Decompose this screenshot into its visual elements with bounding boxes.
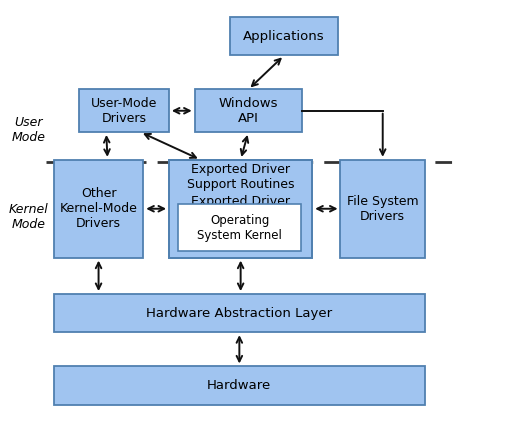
Text: Hardware Abstraction Layer: Hardware Abstraction Layer [146, 307, 332, 320]
Text: Operating
System Kernel: Operating System Kernel [197, 214, 282, 242]
FancyBboxPatch shape [195, 89, 302, 132]
FancyBboxPatch shape [169, 160, 312, 258]
FancyBboxPatch shape [230, 17, 338, 55]
Text: Hardware: Hardware [207, 379, 271, 392]
FancyBboxPatch shape [340, 160, 425, 258]
FancyBboxPatch shape [54, 294, 425, 332]
Text: Applications: Applications [243, 30, 325, 43]
FancyBboxPatch shape [178, 204, 301, 251]
Text: Exported Driver
Support Routines: Exported Driver Support Routines [187, 195, 294, 223]
Text: File System
Drivers: File System Drivers [347, 195, 418, 223]
FancyBboxPatch shape [54, 366, 425, 405]
Text: Exported Driver
Support Routines: Exported Driver Support Routines [187, 164, 294, 191]
FancyBboxPatch shape [79, 89, 169, 132]
Text: User-Mode
Drivers: User-Mode Drivers [91, 97, 157, 125]
FancyBboxPatch shape [54, 160, 143, 258]
Text: Other
Kernel-Mode
Drivers: Other Kernel-Mode Drivers [59, 187, 138, 230]
Text: Windows
API: Windows API [219, 97, 278, 125]
Text: Kernel
Mode: Kernel Mode [8, 203, 48, 231]
Text: User
Mode: User Mode [11, 116, 45, 144]
